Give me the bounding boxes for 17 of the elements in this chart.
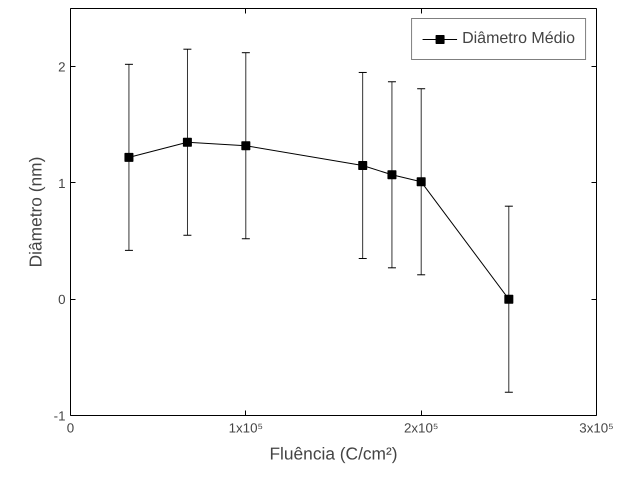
y-tick-label: 1	[58, 176, 66, 191]
point	[504, 294, 514, 304]
point	[124, 152, 134, 162]
point	[241, 141, 250, 150]
legend-label: Diâmetro Médio	[462, 30, 575, 48]
y-tick-label: -1	[54, 408, 66, 424]
y-axis-title: Diâmetro (nm)	[26, 156, 46, 268]
point	[358, 160, 368, 170]
x-tick-label: 2x10⁵	[404, 420, 438, 436]
y-tick-label: 0	[58, 292, 66, 308]
point	[182, 138, 192, 147]
x-tick-label: 3x10⁵	[579, 420, 614, 436]
y-tick-label: 2	[58, 60, 66, 75]
x-tick-label: 1x10⁵	[228, 420, 264, 436]
x-axis-title: Fluência (C/cm²)	[269, 444, 398, 464]
point	[416, 177, 426, 186]
point	[387, 170, 396, 180]
